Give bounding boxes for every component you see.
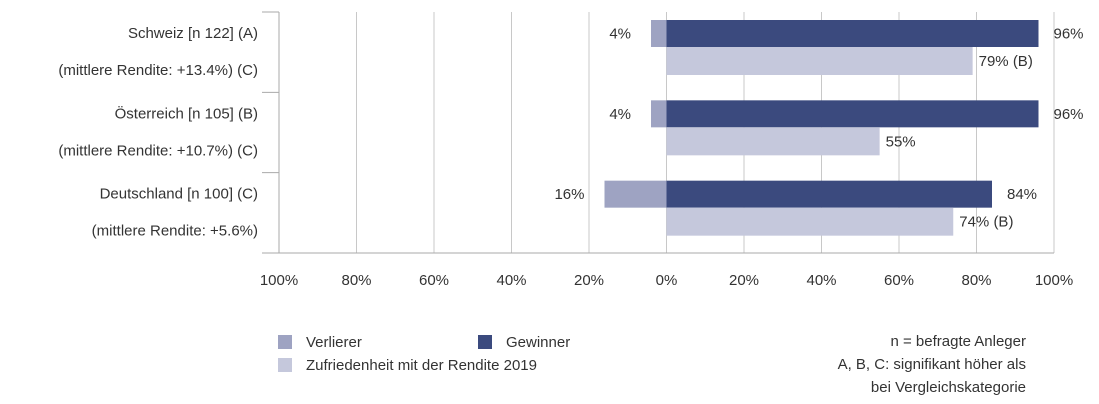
bar [651,20,667,47]
x-tick-label: 20% [574,272,604,289]
category-sublabel: (mittlere Rendite: +13.4%) (C) [58,62,258,79]
x-tick-label: 100% [1035,272,1073,289]
value-label: 74% (B) [959,214,1013,231]
value-label: 16% [554,186,584,203]
note: A, B, C: signifikant höher als [838,356,1026,373]
note: n = befragte Anleger [890,333,1026,350]
category-sublabel: (mittlere Rendite: +10.7%) (C) [58,142,258,159]
bar [604,180,667,208]
legend-label: Verlierer [306,334,362,351]
bar [666,180,992,208]
value-label: 4% [609,106,631,123]
category-label: Schweiz [n 122] (A) [128,25,258,42]
value-label: 84% [1007,186,1037,203]
x-tick-label: 80% [961,272,991,289]
legend-swatch [478,335,492,349]
legend-swatch [278,335,292,349]
note: bei Vergleichskategorie [871,379,1026,396]
x-tick-label: 80% [341,272,371,289]
x-tick-label: 40% [806,272,836,289]
bar [651,100,667,128]
category-label: Deutschland [n 100] (C) [100,186,258,203]
x-tick-label: 60% [884,272,914,289]
x-tick-label: 60% [419,272,449,289]
legend-label: Zufriedenheit mit der Rendite 2019 [306,357,537,374]
value-label: 79% (B) [979,53,1033,70]
value-label: 4% [609,25,631,42]
x-tick-label: 100% [260,272,298,289]
bar [666,20,1039,47]
legend-label: Gewinner [506,334,570,351]
bar [666,127,880,156]
x-tick-label: 0% [656,272,678,289]
category-sublabel: (mittlere Rendite: +5.6%) [92,223,258,240]
value-label: 55% [886,133,916,150]
value-label: 96% [1054,25,1084,42]
legend-swatch [278,358,292,372]
category-label: Österreich [n 105] (B) [115,104,258,122]
x-tick-label: 20% [729,272,759,289]
bar [666,100,1039,128]
value-label: 96% [1054,106,1084,123]
bar [666,47,973,75]
x-tick-label: 40% [496,272,526,289]
bar [666,207,954,236]
